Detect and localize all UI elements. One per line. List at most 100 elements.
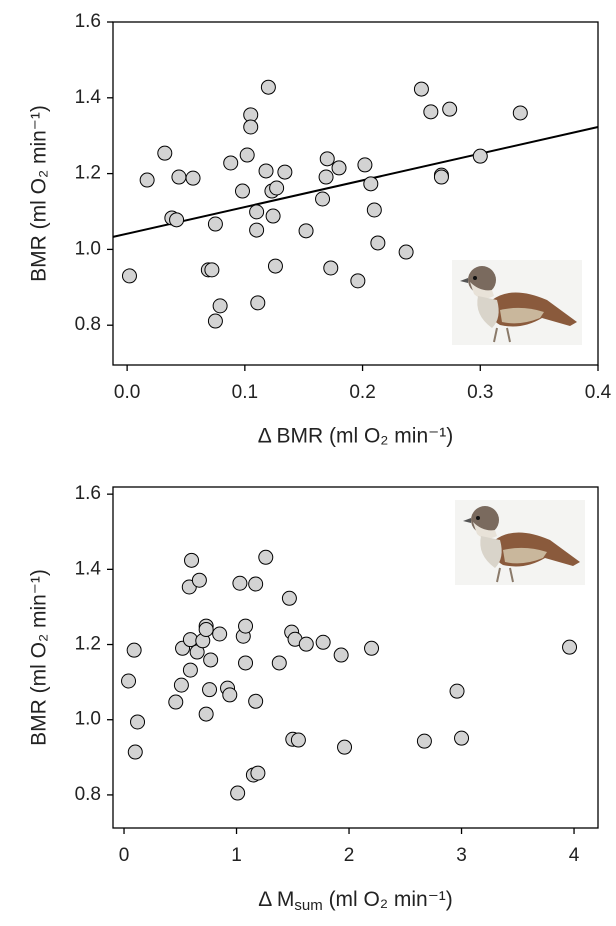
data-point — [168, 694, 184, 710]
y-tick-label: 1.2 — [75, 163, 101, 184]
y-tick-label: 1.0 — [75, 238, 101, 259]
data-point — [337, 739, 353, 755]
data-point — [127, 744, 143, 760]
data-point — [363, 176, 379, 192]
x-tick-label: 0.1 — [232, 382, 258, 403]
data-point — [191, 572, 207, 588]
data-point — [323, 260, 339, 276]
data-point — [398, 244, 414, 260]
data-point — [250, 295, 266, 311]
data-point — [331, 160, 347, 176]
data-point — [413, 81, 429, 97]
data-point — [249, 204, 265, 220]
data-point — [126, 642, 142, 658]
data-point — [121, 268, 137, 284]
regression-line — [112, 126, 599, 238]
data-point — [248, 693, 264, 709]
data-point — [248, 576, 264, 592]
data-point — [173, 677, 189, 693]
x-tick-label: 0.3 — [467, 382, 493, 403]
data-point — [250, 765, 266, 781]
x-tick-label: 0.4 — [585, 382, 612, 403]
x-tick-label: 3 — [456, 845, 467, 866]
x-tick-label: 0 — [119, 845, 130, 866]
x-tick-label: 0.0 — [114, 382, 140, 403]
data-point — [442, 101, 458, 117]
y-tick-label: 1.2 — [75, 634, 101, 655]
data-point — [277, 164, 293, 180]
data-point — [319, 151, 335, 167]
data-point — [357, 157, 373, 173]
data-point — [169, 212, 185, 228]
x-axis-label-part: Δ M — [258, 888, 294, 911]
data-point — [238, 655, 254, 671]
x-tick-label: 0.2 — [349, 382, 375, 403]
data-point — [370, 235, 386, 251]
y-tick-label: 1.4 — [75, 87, 102, 108]
x-axis-label: Δ BMR (ml O₂ min⁻¹) — [258, 425, 453, 448]
y-axis-label: BMR (ml O₂ min⁻¹) — [28, 569, 51, 746]
data-point — [198, 621, 214, 637]
data-point — [562, 639, 578, 655]
plot-frame — [112, 21, 599, 366]
data-point — [258, 163, 274, 179]
data-point — [207, 216, 223, 232]
data-point — [182, 632, 198, 648]
y-tick-label: 1.6 — [75, 483, 101, 504]
data-point — [512, 105, 528, 121]
data-point — [454, 730, 470, 746]
data-point — [350, 273, 366, 289]
data-point — [298, 223, 314, 239]
data-point — [212, 626, 228, 642]
data-point — [472, 148, 488, 164]
data-point — [212, 298, 228, 314]
data-point — [203, 652, 219, 668]
x-axis-label-part: sum — [294, 897, 322, 914]
data-point — [258, 549, 274, 565]
data-point — [239, 147, 255, 163]
data-point — [139, 172, 155, 188]
y-tick-label: 0.8 — [75, 314, 101, 335]
data-point — [260, 79, 276, 95]
data-point — [281, 590, 297, 606]
data-point — [157, 145, 173, 161]
x-axis-label-part: (ml O₂ min⁻¹) — [323, 888, 453, 911]
data-point — [232, 575, 248, 591]
y-tick-label: 1.0 — [75, 709, 101, 730]
data-point — [198, 706, 214, 722]
data-point — [243, 119, 259, 135]
data-point — [204, 262, 220, 278]
data-point — [290, 732, 306, 748]
data-point — [230, 785, 246, 801]
data-point — [315, 191, 331, 207]
data-point — [234, 183, 250, 199]
data-point — [171, 169, 187, 185]
data-point — [185, 170, 201, 186]
data-point — [271, 655, 287, 671]
data-point — [364, 640, 380, 656]
bird-illustration — [451, 259, 583, 346]
data-point — [202, 682, 218, 698]
data-point — [423, 104, 439, 120]
data-point — [184, 552, 200, 568]
y-tick-label: 1.6 — [75, 11, 101, 32]
data-point — [182, 662, 198, 678]
data-point — [433, 169, 449, 185]
data-point — [269, 180, 285, 196]
x-tick-label: 2 — [344, 845, 355, 866]
data-point — [449, 683, 465, 699]
data-point — [249, 222, 265, 238]
data-point — [265, 208, 281, 224]
y-tick-label: 0.8 — [75, 784, 101, 805]
data-point — [315, 634, 331, 650]
data-point — [130, 714, 146, 730]
data-point — [238, 618, 254, 634]
y-tick-label: 1.4 — [75, 558, 102, 579]
data-point — [207, 313, 223, 329]
data-point — [267, 258, 283, 274]
x-tick-label: 4 — [569, 845, 580, 866]
data-point — [121, 673, 137, 689]
data-point — [298, 636, 314, 652]
data-point — [416, 733, 432, 749]
